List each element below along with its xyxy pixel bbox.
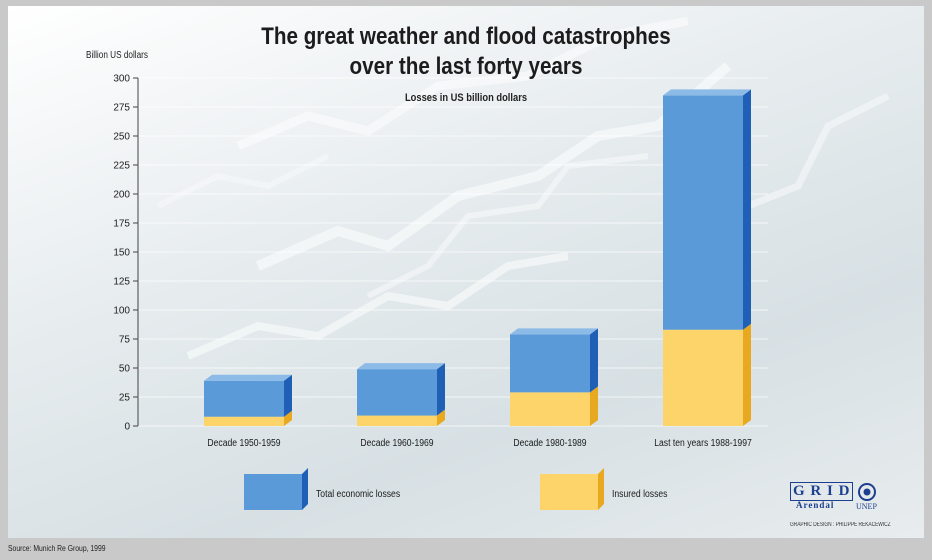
x-category-label: Decade 1980-1989 [513,438,587,449]
y-tick-label: 100 [113,306,130,317]
x-category-label: Last ten years 1988-1997 [654,438,752,449]
y-tick-label: 175 [113,219,130,230]
bar-insured-1 [204,416,284,426]
y-tick-label: 0 [124,422,130,433]
legend-swatch [244,468,308,510]
y-tick-label: 150 [113,248,130,259]
unep-logo-text: UNEP [856,502,877,511]
bar-top-3 [510,328,598,335]
y-tick-label: 200 [113,190,130,201]
y-tick-label: 250 [113,132,130,143]
bar-side-total-1 [284,374,292,417]
y-tick-label: 300 [113,74,130,85]
y-tick-label: 125 [113,277,130,288]
chart-subtitle: Losses in US billion dollars [404,92,528,104]
legend-label: Total economic losses [316,489,401,500]
y-tick-label: 25 [119,393,131,404]
y-tick-label: 50 [119,364,131,375]
title-line-1: The great weather and flood catastrophes [261,23,671,50]
y-axis-label: Billion US dollars [86,50,148,61]
grid-arendal-logo: G R I D Arendal UNEP [790,482,920,522]
y-tick-label: 275 [113,103,130,114]
bar-insured-4 [663,329,743,426]
legend-swatch [540,468,604,510]
bar-side-insured-4 [743,323,751,426]
bar-side-insured-3 [590,386,598,426]
infographic-panel: 0 25 50 75 100 125 150 175 200 225 250 275 300 The g… [8,6,924,538]
bar-insured-3 [510,392,590,426]
y-tick-label: 225 [113,161,130,172]
bar-side-insured-2 [437,409,445,426]
title-line-2: over the last forty years [349,53,583,80]
source-note: Source: Munich Re Group, 1999 [8,544,106,553]
bar-side-insured-1 [284,410,292,426]
x-category-label: Decade 1960-1969 [360,438,434,449]
bars [204,89,751,426]
grid-logo-text: G R I D [790,482,854,501]
bar-total-4 [663,95,743,330]
bar-side-total-3 [590,328,598,393]
bar-total-2 [357,369,437,416]
chart: 0 25 50 75 100 125 150 175 200 225 250 275 300 [113,16,890,433]
bar-side-total-4 [743,89,751,330]
legend-label: Insured losses [612,489,668,500]
bar-side-total-2 [437,363,445,416]
arendal-logo-text: Arendal [796,500,835,510]
chart-title: The great weather and flood catastrophes… [72,22,860,82]
y-tick-label: 75 [119,335,131,346]
bar-insured-2 [357,415,437,426]
unep-emblem-icon [858,483,876,501]
bar-total-3 [510,334,590,393]
bar-top-2 [357,363,445,370]
bar-top-1 [204,374,292,381]
x-category-label: Decade 1950-1959 [207,438,281,449]
bar-total-1 [204,380,284,417]
design-credit: GRAPHIC DESIGN : PHILIPPE REKACEWICZ [790,522,891,528]
bar-top-4 [663,89,751,96]
lightning-background [156,16,890,360]
y-axis: 0 25 50 75 100 125 150 175 200 225 250 275 300 [113,74,139,433]
